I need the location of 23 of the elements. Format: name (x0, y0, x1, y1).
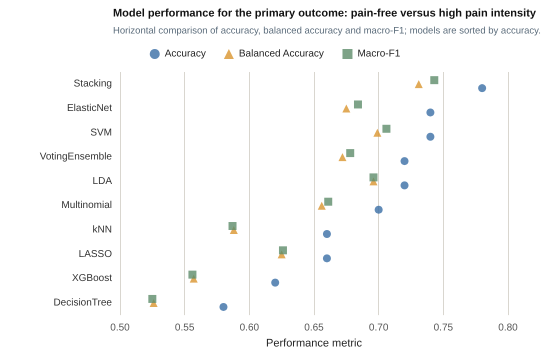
y-tick-label: Stacking (74, 78, 112, 90)
y-tick-label: Multinomial (61, 200, 112, 212)
legend-label: Macro-F1 (357, 48, 401, 60)
chart-title: Model performance for the primary outcome: pain-free versus high pain intensity (113, 8, 537, 20)
x-tick-label: 0.65 (304, 322, 324, 334)
x-tick-label: 0.50 (110, 322, 130, 334)
x-tick-label: 0.80 (498, 322, 518, 334)
y-tick-label: LDA (92, 176, 112, 187)
y-tick-label: SVM (90, 127, 112, 138)
y-tick-label: kNN (92, 224, 112, 236)
y-tick-label: XGBoost (72, 273, 112, 284)
y-tick-label: ElasticNet (66, 102, 112, 114)
y-tick-label: DecisionTree (53, 297, 112, 308)
y-tick-label: VotingEnsemble (40, 152, 112, 163)
x-tick-label: 0.60 (240, 322, 260, 334)
x-tick-label: 0.55 (174, 322, 195, 334)
x-tick-label: 0.70 (368, 322, 389, 334)
chart-subtitle: Horizontal comparison of accuracy, balanced accuracy and macro-F1; models are sorted by accuracy. (113, 26, 541, 36)
x-tick-label: 0.75 (434, 322, 454, 334)
y-tick-label: LASSO (78, 248, 112, 260)
legend-label: Accuracy (164, 48, 206, 60)
legend-label: Balanced Accuracy (238, 48, 324, 60)
x-axis-title: Performance metric (266, 338, 362, 350)
